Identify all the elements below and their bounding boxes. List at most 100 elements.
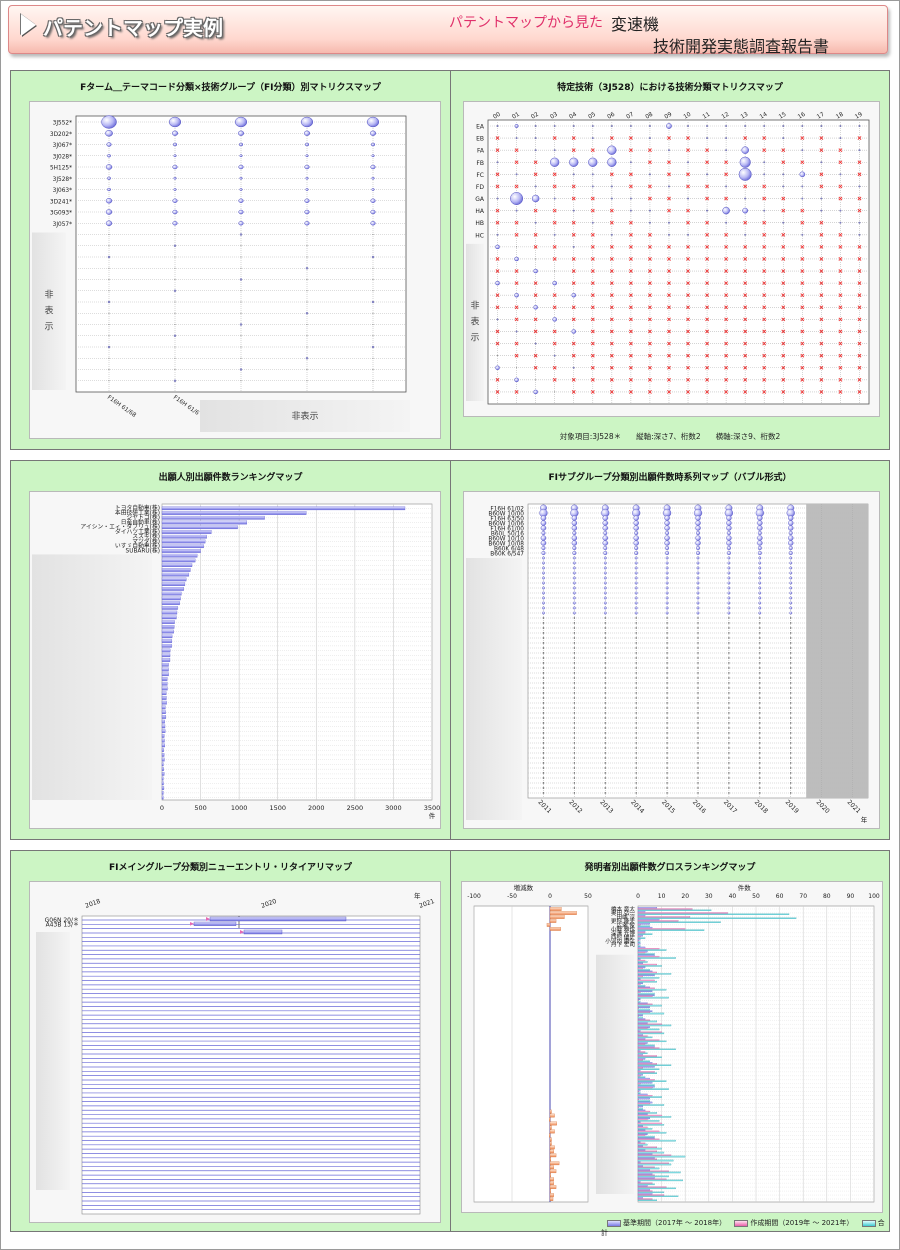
cross-mark [590, 257, 595, 261]
dot [306, 335, 308, 337]
bar-change [549, 1125, 552, 1130]
bar-base [637, 915, 646, 917]
tick-label: -50 [507, 893, 517, 900]
bar-total [637, 1072, 658, 1074]
cross-mark [800, 244, 805, 249]
tick-label: 0 [160, 804, 164, 812]
cross-mark [686, 148, 690, 153]
bubble [514, 377, 519, 383]
axis-unit: 年 [861, 815, 868, 824]
cross-mark [571, 317, 576, 322]
dot [782, 125, 785, 127]
dot [371, 345, 375, 349]
cross-mark [819, 244, 824, 249]
bar [161, 530, 212, 534]
bar-base [637, 934, 643, 937]
dot [648, 125, 651, 127]
dot [759, 787, 761, 789]
bubble [572, 566, 576, 570]
dot [697, 697, 699, 699]
bar-base [637, 1113, 648, 1116]
bubble [172, 142, 178, 147]
cross-mark [857, 377, 862, 382]
dot [728, 767, 730, 769]
dot [697, 767, 699, 769]
bubble [758, 591, 762, 595]
dot [790, 697, 792, 699]
bar-label: 日産自動車(株) [121, 518, 160, 526]
cross-mark [552, 136, 557, 141]
tick-label: 80 [823, 893, 831, 900]
dot [790, 652, 792, 654]
bar-label: 広瀬 俊 [616, 921, 635, 929]
dot [759, 757, 761, 759]
cross-mark [667, 172, 671, 177]
cross-mark [571, 305, 576, 310]
bar-base [637, 954, 655, 957]
cross-mark [533, 365, 538, 370]
bar [161, 734, 165, 738]
bubble [370, 164, 376, 170]
axis-unit: 件 [429, 811, 436, 820]
cross-mark [609, 341, 614, 346]
dot [728, 652, 730, 654]
span-bar [209, 916, 347, 922]
dot [542, 682, 545, 684]
cross-mark [533, 293, 538, 298]
cross-mark [609, 269, 614, 273]
bubble [788, 525, 794, 531]
bubble [665, 531, 670, 536]
tick-label: 70 [799, 893, 807, 900]
bar [161, 719, 165, 724]
bubble [634, 601, 638, 605]
tick-label: 500 [194, 804, 206, 812]
cross-mark [800, 329, 805, 334]
dot [635, 642, 637, 644]
bubble [107, 176, 111, 180]
bar-current [637, 1063, 658, 1065]
dot [668, 185, 670, 188]
bubble [695, 520, 701, 526]
bubble [607, 145, 617, 155]
dot [666, 737, 668, 739]
cross-mark [590, 148, 595, 153]
col-label: 00 [492, 112, 502, 121]
dot [610, 185, 613, 188]
dot [666, 617, 668, 619]
dot [666, 767, 668, 769]
bubble [370, 221, 376, 226]
cross-mark [514, 281, 519, 286]
dot [697, 617, 699, 619]
dot [728, 787, 730, 789]
dot [666, 787, 668, 789]
bar-change [549, 1145, 555, 1150]
bar [161, 615, 177, 620]
dot [108, 369, 110, 370]
cross-mark [819, 305, 824, 310]
dot [635, 712, 637, 714]
dot [542, 742, 545, 744]
cross-mark [819, 269, 824, 273]
dot [706, 173, 709, 176]
bubble [634, 611, 638, 615]
dot [573, 742, 576, 744]
dot [240, 335, 242, 337]
bubble [727, 576, 731, 580]
cross-mark [724, 329, 729, 334]
row-label: FD [476, 184, 484, 191]
bar-change [549, 1189, 551, 1193]
cross-mark [667, 329, 671, 334]
bar-change [549, 1169, 557, 1174]
dot [820, 125, 823, 127]
dot [687, 233, 689, 236]
cross-mark [800, 281, 805, 286]
dot [542, 732, 545, 734]
bubble [370, 209, 376, 215]
bar [161, 639, 173, 643]
dot [728, 782, 730, 784]
bar-base [637, 1038, 646, 1040]
cross-mark [533, 353, 538, 358]
tick-label: 2021 [846, 799, 862, 815]
dot [697, 632, 699, 634]
